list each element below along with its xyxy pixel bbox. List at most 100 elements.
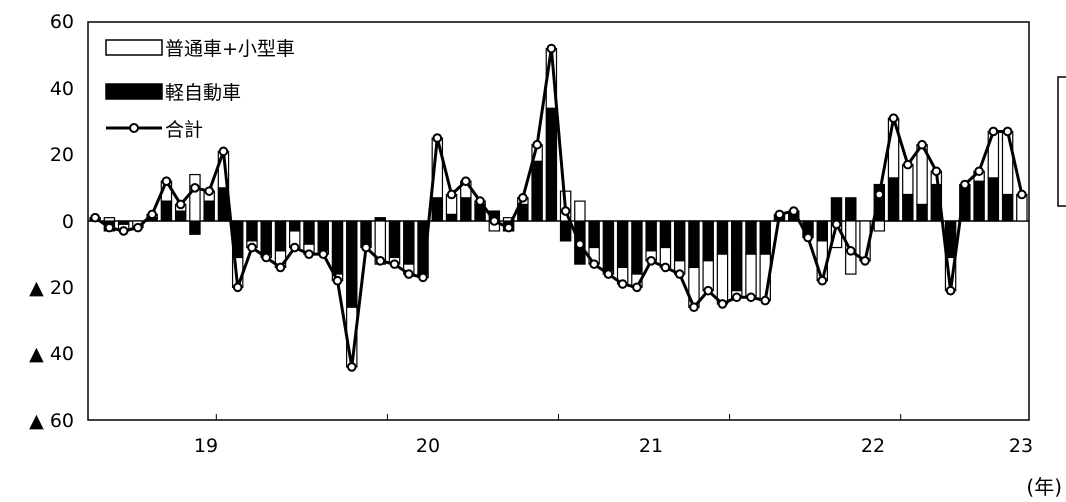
bar-black [160,200,173,222]
line-point [190,183,200,193]
line-point [674,269,685,279]
line-point [133,222,143,233]
bar-black [531,160,543,222]
bar-black [189,220,201,235]
bar-black [702,220,714,262]
y-tick-label: 60 [50,11,74,33]
bar-black [388,220,401,259]
line-point [560,206,571,216]
y-tick-label: 0 [62,211,74,233]
line-point [575,239,585,250]
line-point [945,285,956,296]
legend-label: 合計 [165,119,203,141]
bar-black [688,220,700,269]
line-point [304,249,314,259]
line-point [204,186,214,196]
line-point [375,256,386,266]
bar-black [730,220,743,292]
series-line-total [94,47,1024,369]
bar-black [1001,193,1014,222]
line-point [1002,126,1013,137]
bar-black [602,220,615,272]
line-point [261,252,272,263]
bar-black [289,220,301,232]
x-tick-label: 21 [639,435,663,457]
bar-black [973,180,985,222]
bar-black [673,220,686,262]
right-panel-frame [1057,76,1066,207]
bar-black [716,220,729,255]
line-point [760,295,771,306]
line-point [845,246,856,256]
line-point [717,299,728,309]
line-point [546,43,557,54]
line-point [389,259,400,269]
y-tick-label: ▲ 60 [29,410,74,432]
line-point [703,285,714,296]
bar-black [816,220,828,242]
line-point [817,275,828,286]
line-point [1017,189,1027,200]
line-point [860,256,870,266]
bar-black [645,220,657,252]
line-point [988,126,999,137]
line-point [917,139,927,150]
line-point [161,176,172,186]
line-point [147,209,157,220]
bar-white [745,253,757,298]
line-point [175,199,186,210]
y-tick-label: ▲ 20 [29,277,74,299]
legend: 普通車+小型車 軽自動車 合計 [105,38,295,141]
line-point [689,302,699,313]
bar-black [317,220,329,252]
line-point [974,166,984,177]
bar-black [659,220,672,249]
x-tick-label: 19 [194,435,218,457]
line-point [731,292,742,303]
bar-black [260,220,272,255]
bar-black [759,220,771,255]
line-point [503,222,514,233]
bar-white [103,217,116,222]
line-point [90,212,100,223]
line-point [888,113,899,123]
line-point [617,279,628,289]
line-point [960,179,970,190]
bar-black [887,177,900,222]
line-point [489,216,500,226]
bar-black [916,203,928,222]
line-point [332,275,343,286]
line-point [603,269,614,279]
bar-black [631,220,643,275]
x-tick-label: 22 [861,435,885,457]
line-point [532,139,542,150]
bar-black [559,220,572,242]
legend-label: 普通車+小型車 [165,38,295,60]
x-tick-label: 23 [1009,435,1033,457]
bar-black [460,197,472,222]
line-point [874,189,885,200]
bar-black [616,220,629,269]
y-tick-label: 20 [50,144,74,166]
line-point [275,262,286,273]
line-point [289,242,300,253]
line-point [346,362,357,372]
line-point [518,192,528,203]
x-tick-label: 20 [416,435,440,457]
bar-black [274,220,287,252]
line-point [104,222,115,233]
bar-black [588,220,600,249]
bar-black [545,107,558,222]
line-point [803,232,813,243]
line-point [461,176,471,186]
line-point [660,262,671,273]
line-point [931,166,942,177]
line-point [118,226,129,236]
line-point [774,209,785,220]
line-point [418,272,428,283]
legend-label: 軽自動車 [165,82,241,104]
line-point [746,292,756,303]
bar-black [246,220,258,242]
bar-black [331,220,344,275]
